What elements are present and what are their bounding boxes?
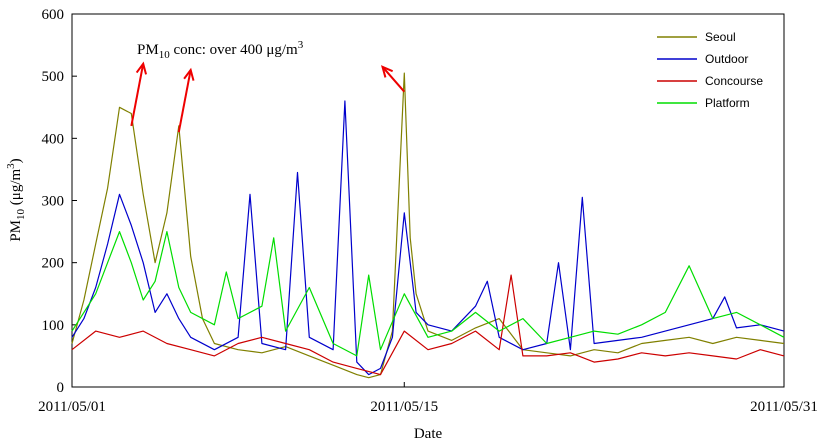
series-line-outdoor [71, 100, 785, 376]
x-tick-label: 2011/05/31 [750, 399, 818, 415]
annotation: PM10 conc: over 400 μg/m3 [130, 39, 406, 133]
x-axis: 2011/05/01 2011/05/15 2011/05/31 [38, 382, 818, 415]
series-line-platform [71, 231, 785, 357]
y-tick-label: 200 [42, 256, 65, 272]
y-tick-label: 400 [42, 131, 65, 147]
series-layer [71, 72, 785, 379]
y-tick-label: 600 [42, 7, 65, 23]
annotation-arrow-head [380, 65, 394, 78]
annotation-arrow-head [183, 67, 195, 81]
x-axis-title: Date [414, 426, 443, 442]
y-tick-label: 0 [57, 380, 65, 396]
x-tick-label: 2011/05/15 [370, 399, 438, 415]
annotation-arrow-shaft [130, 63, 145, 127]
annotation-arrow-shaft [381, 66, 406, 93]
legend-label: Seoul [705, 30, 736, 44]
legend-label: Platform [705, 96, 750, 110]
annotation-arrow-shaft [177, 69, 192, 133]
legend: Seoul Outdoor Concourse Platform [657, 30, 763, 110]
series-line-concourse [71, 274, 785, 376]
y-tick-label: 100 [42, 318, 65, 334]
annotation-arrow-head [135, 61, 148, 75]
legend-label: Concourse [705, 74, 763, 88]
x-tick-label: 2011/05/01 [38, 399, 106, 415]
annotation-text: PM10 conc: over 400 μg/m3 [137, 39, 304, 61]
series-line-seoul [71, 72, 785, 379]
y-tick-label: 500 [42, 69, 65, 85]
annotation-arrows [130, 61, 406, 133]
y-tick-label: 300 [42, 194, 65, 210]
y-axis: 0 100 200 300 400 500 600 [42, 7, 77, 396]
legend-label: Outdoor [705, 52, 748, 66]
y-axis-title: PM10 (μg/m3) [5, 158, 27, 241]
